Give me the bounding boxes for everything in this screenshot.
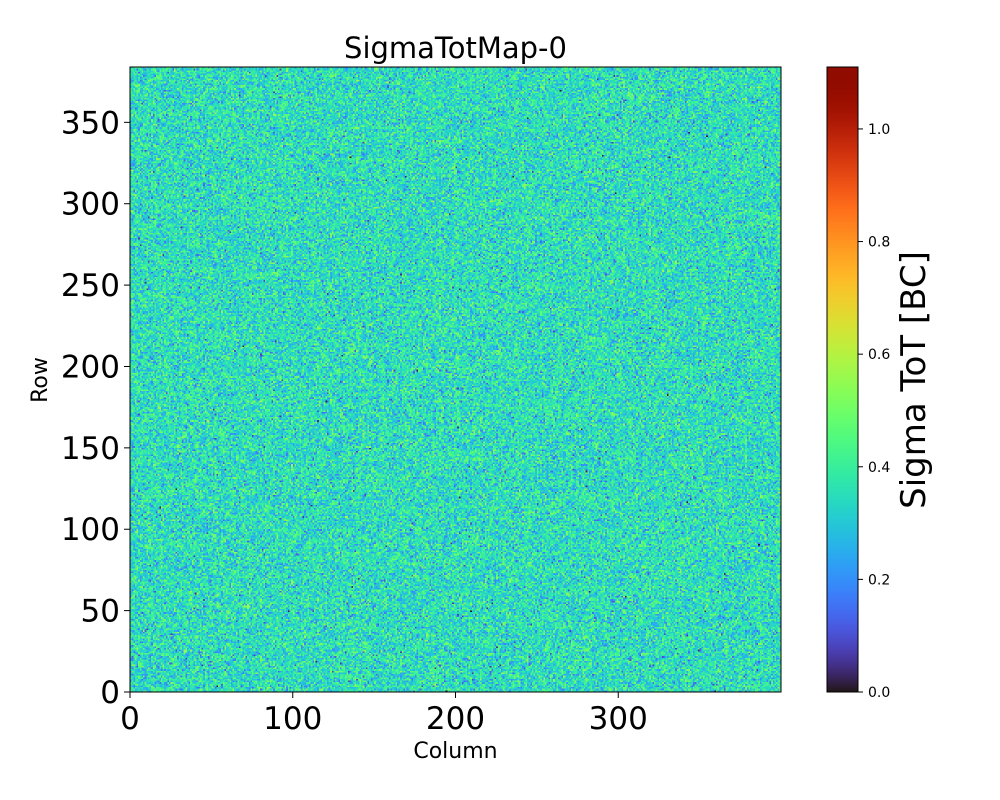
colorbar-tick-label: 0.6 xyxy=(868,347,890,363)
colorbar-tick-label: 0.0 xyxy=(868,685,890,701)
colorbar-ticks: 0.0 0.2 0.4 0.6 0.8 1.0 xyxy=(858,122,890,701)
y-axis-label: Row xyxy=(28,357,53,403)
y-tick-label: 250 xyxy=(61,268,120,304)
x-tick-label: 0 xyxy=(120,701,140,737)
y-tick-label: 300 xyxy=(61,187,120,223)
y-tick-label: 200 xyxy=(61,349,120,385)
colorbar-tick-label: 1.0 xyxy=(868,122,890,138)
colorbar-tick-label: 0.2 xyxy=(868,572,890,588)
y-tick-label: 0 xyxy=(100,675,120,711)
y-tick-label: 100 xyxy=(61,512,120,548)
y-tick-label: 150 xyxy=(61,431,120,467)
colorbar-tick-label: 0.4 xyxy=(868,460,890,476)
colorbar-gradient xyxy=(827,67,858,692)
heatmap-image xyxy=(130,67,781,692)
y-tick-label: 350 xyxy=(61,105,120,141)
y-tick-label: 50 xyxy=(81,594,120,630)
colorbar-frame xyxy=(826,66,859,693)
x-tick-label: 300 xyxy=(589,701,648,737)
colorbar-label: Sigma ToT [BC] xyxy=(894,251,934,509)
x-tick-label: 100 xyxy=(263,701,322,737)
x-tick-label: 200 xyxy=(426,701,485,737)
x-axis-label: Column xyxy=(413,739,497,764)
x-axis-ticks: 0 100 200 300 xyxy=(120,692,648,737)
y-axis-ticks: 0 50 100 150 200 250 300 350 xyxy=(61,105,130,711)
colorbar-tick-label: 0.8 xyxy=(868,235,890,251)
chart-title: SigmaTotMap-0 xyxy=(344,31,567,65)
plot-frame xyxy=(129,66,782,693)
